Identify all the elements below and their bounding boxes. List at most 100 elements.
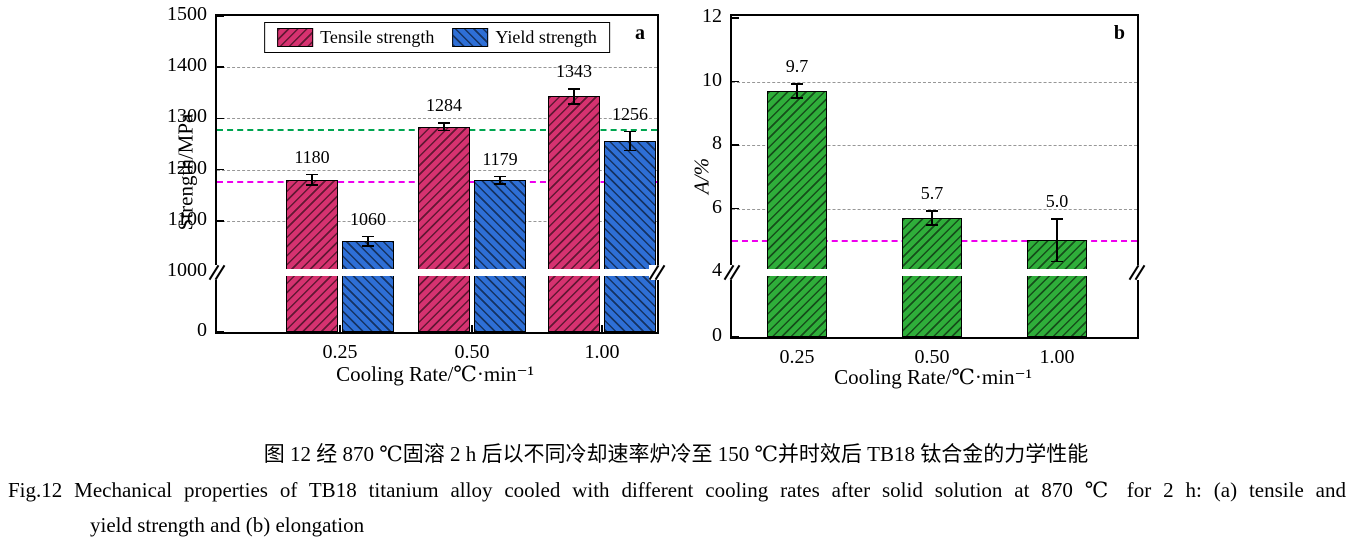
- y-tick-mark: [217, 15, 224, 17]
- caption-chinese: 图 12 经 870 ℃固溶 2 h 后以不同冷却速率炉冷至 150 ℃并时效后…: [263, 442, 1089, 466]
- bar: [767, 91, 827, 337]
- bar: [474, 180, 526, 332]
- y-tick-mark: [217, 117, 224, 120]
- bar: [342, 241, 394, 332]
- x-tick-label: 0.25: [322, 341, 358, 363]
- bar-value-label: 5.0: [1045, 191, 1069, 212]
- error-bar-line: [311, 173, 313, 186]
- gridline: [732, 208, 1137, 210]
- y-tick-label: 8: [712, 132, 722, 154]
- y-tick-mark: [732, 144, 739, 146]
- axis-break-mark: [723, 264, 741, 280]
- error-bar: [791, 83, 803, 99]
- bar-value-label: 1179: [482, 148, 518, 169]
- legend-swatch-tensile: [277, 28, 314, 47]
- error-bar-cap-bottom: [624, 149, 636, 152]
- error-bar-cap-top: [438, 121, 450, 124]
- bar: [418, 126, 470, 332]
- bar-value-label: 9.7: [785, 56, 809, 77]
- error-bar-line: [629, 130, 631, 152]
- legend-item: Yield strength: [452, 27, 597, 48]
- x-tick-label: 1.00: [1039, 346, 1075, 368]
- y-tick-label: 1500: [167, 3, 207, 25]
- plot-area-a: 1180 1284 1343 1060 1179 1256 1500 1400 1300 1200…: [167, 3, 666, 363]
- axis-break-mark: [648, 264, 666, 280]
- error-bar-cap-bottom: [306, 184, 318, 186]
- axis-break-band: [217, 268, 657, 276]
- y-tick-mark: [732, 17, 739, 19]
- y-tick-mark: [217, 331, 224, 333]
- x-axis-label-b: Cooling Rate/℃·min⁻¹: [834, 365, 1032, 389]
- y-tick-mark: [217, 220, 224, 222]
- error-bar-cap-top: [1051, 218, 1063, 220]
- y-tick-mark: [217, 66, 224, 68]
- error-bar: [438, 121, 450, 132]
- caption-english-line2: yield strength and (b) elongation: [90, 513, 365, 537]
- x-tick-label: 0.50: [454, 341, 490, 363]
- y-tick-mark: [732, 207, 739, 210]
- error-bar-line: [367, 235, 369, 247]
- x-tick-label: 0.25: [779, 346, 815, 368]
- y-axis-label-a: Strength/MPa: [173, 113, 198, 231]
- y-tick-label: 10: [702, 68, 722, 91]
- error-bar-cap-bottom: [568, 102, 580, 105]
- legend-label: Tensile strength: [320, 27, 435, 47]
- bar: [548, 96, 600, 332]
- bar: [902, 218, 962, 337]
- error-bar: [362, 235, 374, 247]
- error-bar-cap-top: [926, 210, 938, 212]
- x-tick-mark: [339, 325, 341, 332]
- legend-swatch-yield: [452, 28, 489, 47]
- gridline: [732, 81, 1137, 83]
- error-bar-cap-top: [362, 235, 374, 238]
- legend-item: Tensile strength: [277, 27, 434, 48]
- axis-break-band: [732, 268, 1137, 276]
- bar: [604, 140, 656, 332]
- x-tick-label: 0.50: [914, 346, 950, 368]
- y-tick-label: 1200: [167, 156, 207, 179]
- bar-value-label: 1256: [612, 103, 648, 124]
- error-bar: [494, 175, 506, 185]
- error-bar: [624, 130, 636, 152]
- error-bar-cap-top: [306, 173, 318, 176]
- bar-value-label: 1060: [350, 208, 386, 229]
- gridline: [732, 145, 1137, 146]
- error-bar-cap-bottom: [926, 224, 938, 226]
- error-bar-cap-bottom: [438, 129, 450, 132]
- error-bar-line: [499, 175, 501, 185]
- error-bar-cap-top: [624, 130, 636, 133]
- error-bar-line: [931, 210, 933, 226]
- y-axis-label-b: A/%: [689, 157, 714, 195]
- y-tick-label: 1400: [167, 54, 207, 77]
- error-bar: [568, 88, 580, 105]
- error-bar-cap-top: [791, 83, 803, 85]
- y-tick-label: 0: [712, 324, 722, 346]
- error-bar: [1051, 218, 1063, 263]
- y-tick-label: 1300: [167, 105, 207, 128]
- bar-value-label: 1343: [556, 61, 592, 82]
- y-tick-label: 1100: [167, 207, 207, 230]
- error-bar-line: [573, 88, 575, 105]
- y-tick-mark: [732, 80, 739, 83]
- error-bar-cap-top: [568, 88, 580, 90]
- bar: [286, 179, 338, 332]
- axis-break-mark: [208, 264, 226, 280]
- y-tick-mark: [217, 168, 224, 171]
- panel-label: b: [1113, 22, 1125, 44]
- axis-break-mark: [1128, 264, 1146, 280]
- error-bar-line: [443, 121, 445, 132]
- bar-value-label: 1284: [426, 94, 462, 115]
- gridline: [217, 67, 657, 69]
- plot-area-b: 9.7 5.7 5.0 12 10 8 6 4 0 0.25 0.50 1.00 b: [702, 5, 1146, 368]
- legend-label: Yield strength: [495, 27, 597, 47]
- y-tick-label: 0: [197, 319, 207, 341]
- error-bar-line: [1056, 218, 1058, 263]
- error-bar: [926, 210, 938, 226]
- error-bar-cap-bottom: [362, 245, 374, 247]
- y-tick-label: 12: [702, 5, 722, 27]
- error-bar-line: [796, 83, 798, 99]
- error-bar: [306, 173, 318, 186]
- y-tick-label: 1000: [167, 259, 207, 281]
- caption-english-line1: Fig.12 Mechanical properties of TB18 tit…: [8, 478, 1346, 502]
